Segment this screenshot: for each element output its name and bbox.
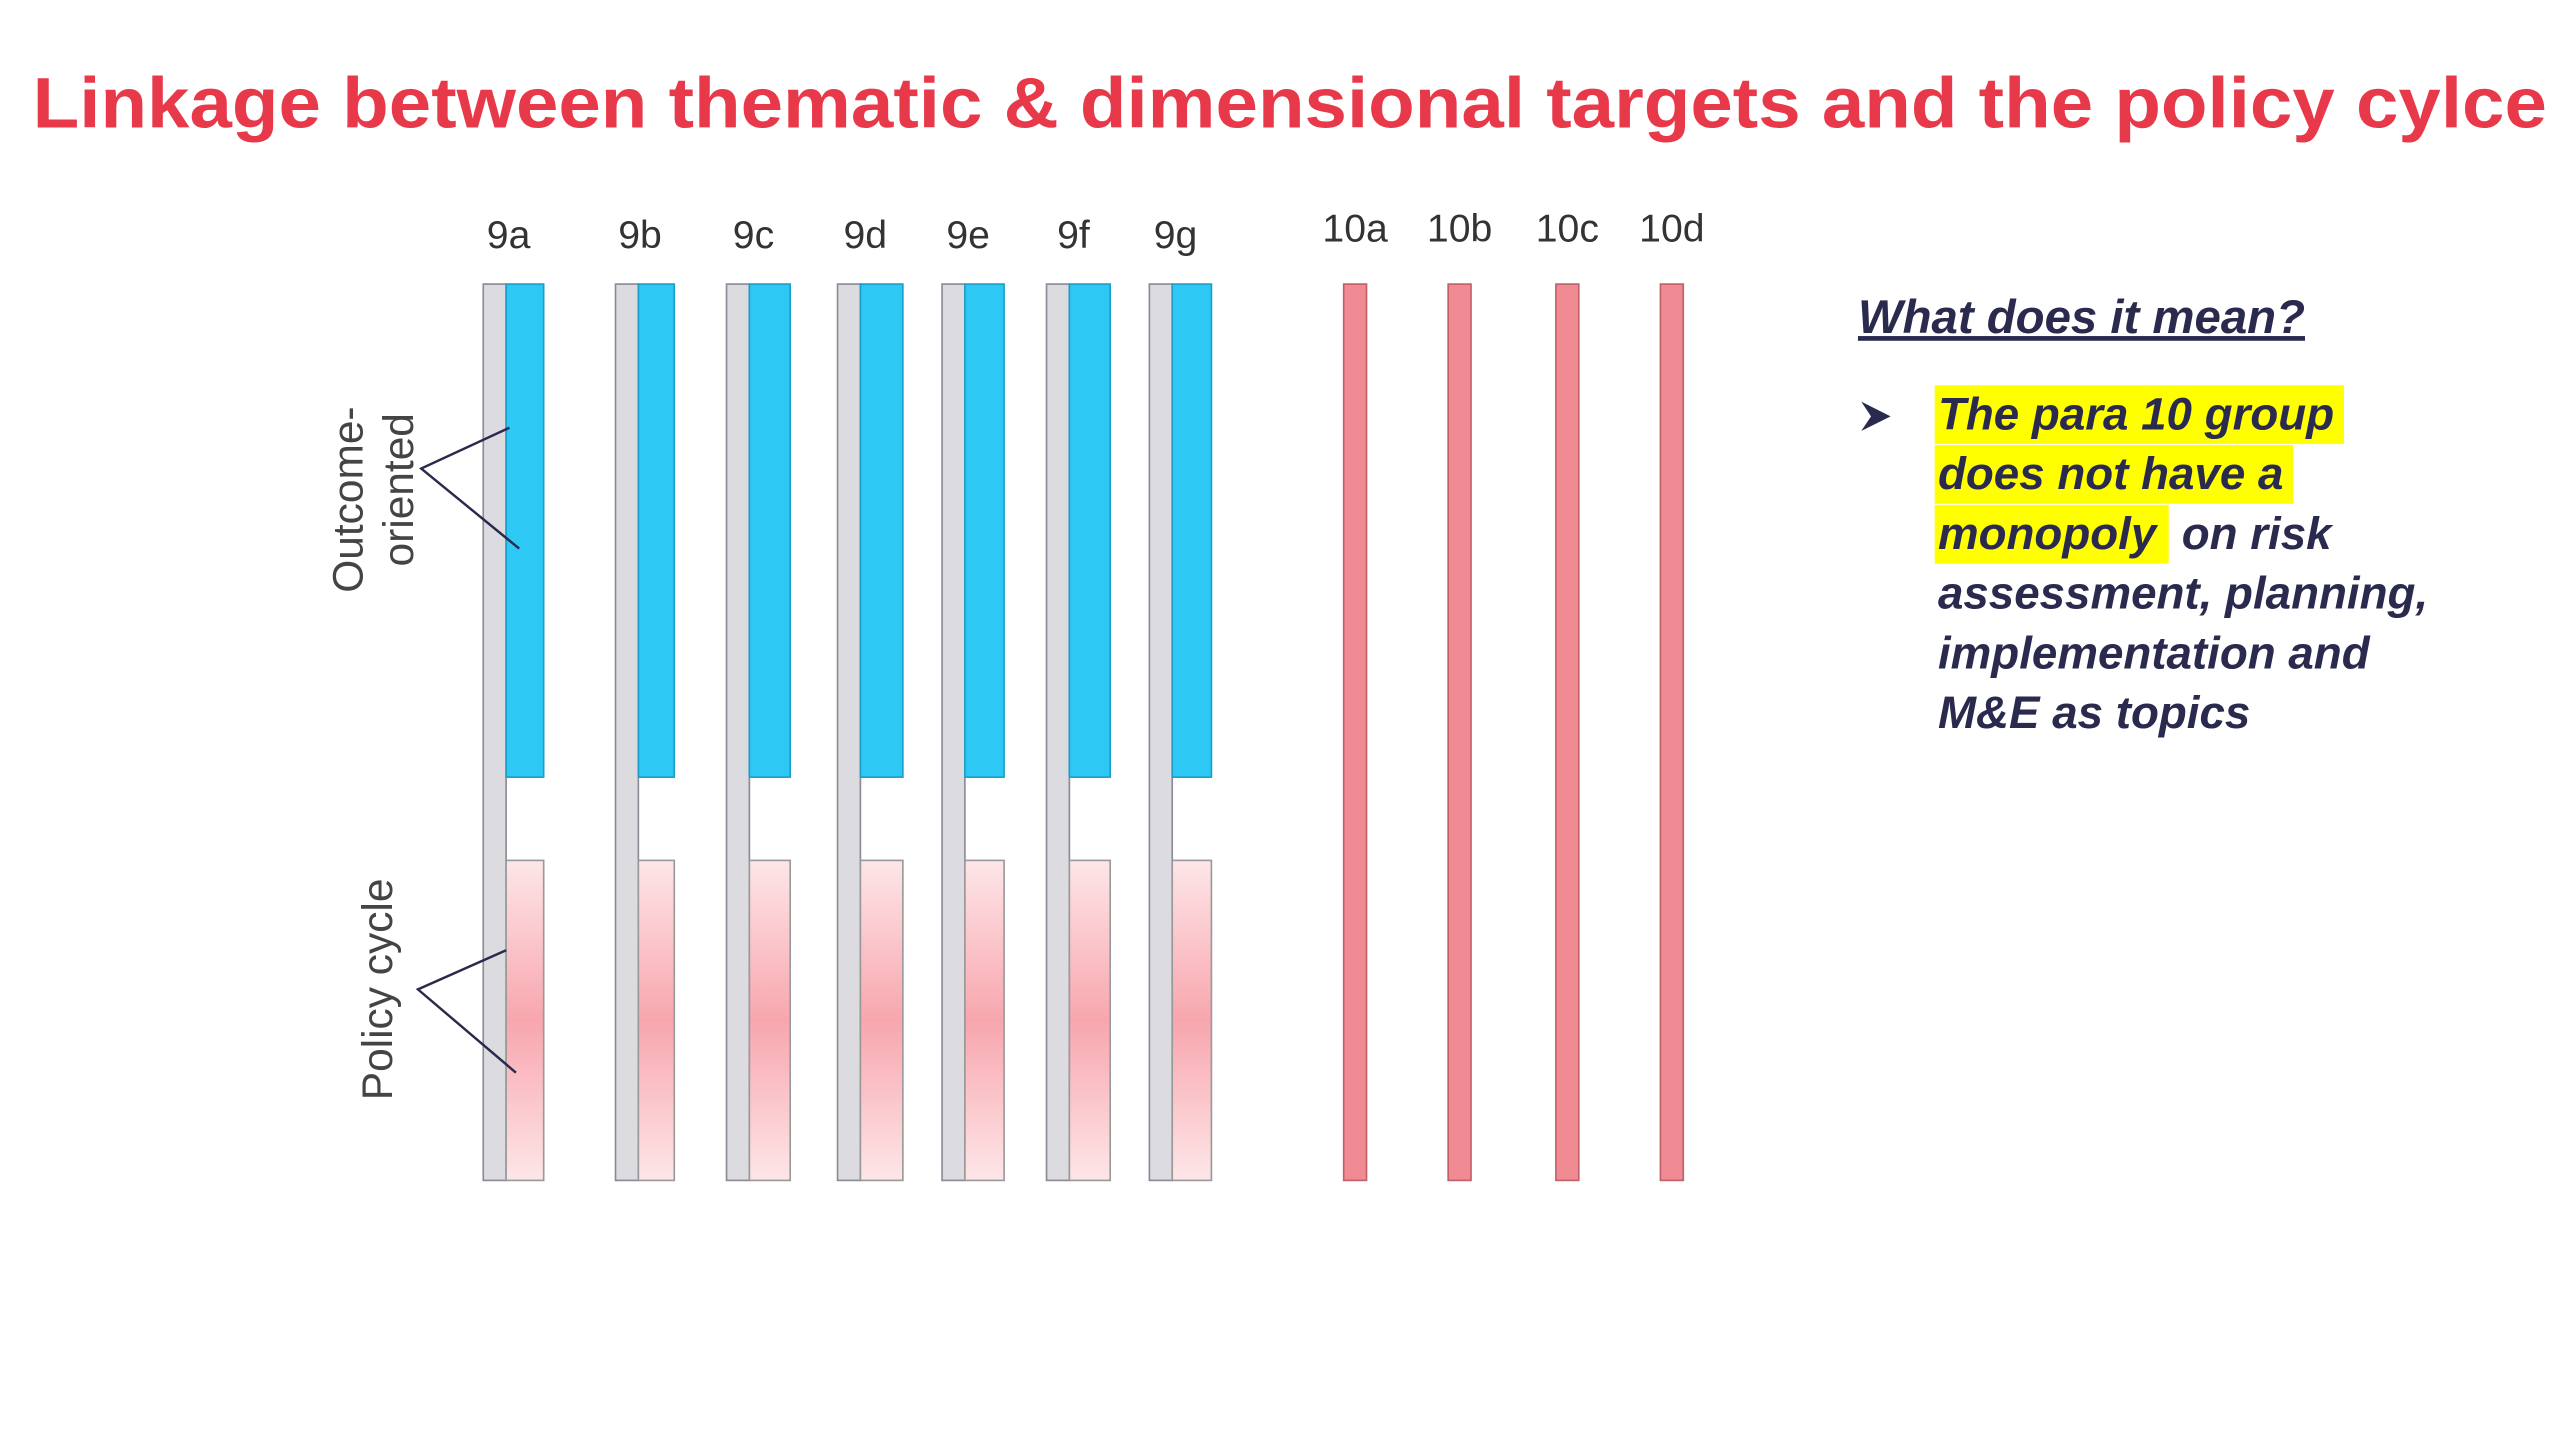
column-label: 10b bbox=[1427, 208, 1492, 251]
bracket bbox=[418, 426, 520, 550]
highlight bbox=[1934, 504, 2169, 564]
pink-bar bbox=[748, 859, 792, 1182]
gray-bar bbox=[836, 283, 862, 1182]
column-label: 9d bbox=[844, 214, 888, 257]
highlight bbox=[1934, 445, 2294, 504]
column-label: 9f bbox=[1057, 214, 1090, 257]
gray-bar bbox=[1148, 283, 1174, 1182]
explanation: What does it mean? The para 10 group does… bbox=[1858, 291, 2428, 738]
gray-bar bbox=[614, 283, 640, 1182]
blue-bar bbox=[1171, 283, 1213, 778]
side-label: Policy cycle bbox=[354, 879, 401, 1101]
bullet-text: implementation and bbox=[1938, 627, 2371, 678]
red-bar bbox=[1659, 283, 1685, 1182]
slide-title: Linkage between thematic & dimensional t… bbox=[33, 63, 2547, 143]
red-bar bbox=[1342, 283, 1368, 1182]
heading: What does it mean? bbox=[1858, 291, 2305, 344]
red-bar bbox=[1447, 283, 1472, 1182]
blue-bar bbox=[505, 283, 545, 778]
bullet-text: does not have a bbox=[1938, 448, 2283, 499]
column-label: 10a bbox=[1322, 208, 1388, 251]
bullet-text: on risk bbox=[2182, 508, 2334, 559]
pink-bar bbox=[637, 859, 676, 1182]
pink-bar bbox=[1171, 859, 1213, 1182]
pink-bar bbox=[505, 859, 545, 1182]
column-label: 9g bbox=[1154, 214, 1198, 257]
column-label: 10d bbox=[1639, 208, 1704, 251]
blue-bar bbox=[637, 283, 676, 778]
column-label: 9a bbox=[487, 214, 531, 257]
bracket bbox=[415, 949, 517, 1074]
gray-bar bbox=[725, 283, 751, 1182]
bullet-text: M&E as topics bbox=[1938, 687, 2250, 738]
column-label: 9e bbox=[946, 214, 990, 257]
gray-bar bbox=[941, 283, 966, 1182]
blue-bar bbox=[859, 283, 904, 778]
bullet-text: monopoly bbox=[1938, 508, 2159, 559]
side-label: oriented bbox=[375, 413, 422, 566]
gray-bar bbox=[482, 283, 507, 1182]
column-label: 10c bbox=[1536, 208, 1599, 251]
side-label: Outcome- bbox=[324, 406, 371, 592]
bullet-text: The para 10 group bbox=[1938, 388, 2334, 439]
blue-bar bbox=[748, 283, 792, 778]
gray-bar bbox=[1045, 283, 1071, 1182]
highlight bbox=[1934, 385, 2344, 445]
pink-bar bbox=[1068, 859, 1112, 1182]
column-label: 9c bbox=[733, 214, 774, 257]
blue-bar bbox=[1068, 283, 1112, 778]
pink-bar bbox=[964, 859, 1005, 1182]
pink-bar bbox=[859, 859, 904, 1182]
red-bar bbox=[1555, 283, 1580, 1182]
bullet-arrow bbox=[1861, 401, 1891, 432]
columns: 9a 9b 9c 9d 9e 9f 9g 10a 10b 10c 10d bbox=[482, 208, 1705, 1182]
blue-bar bbox=[964, 283, 1005, 778]
bullet-text: assessment, planning, bbox=[1938, 568, 2428, 619]
column-label: 9b bbox=[618, 214, 662, 257]
